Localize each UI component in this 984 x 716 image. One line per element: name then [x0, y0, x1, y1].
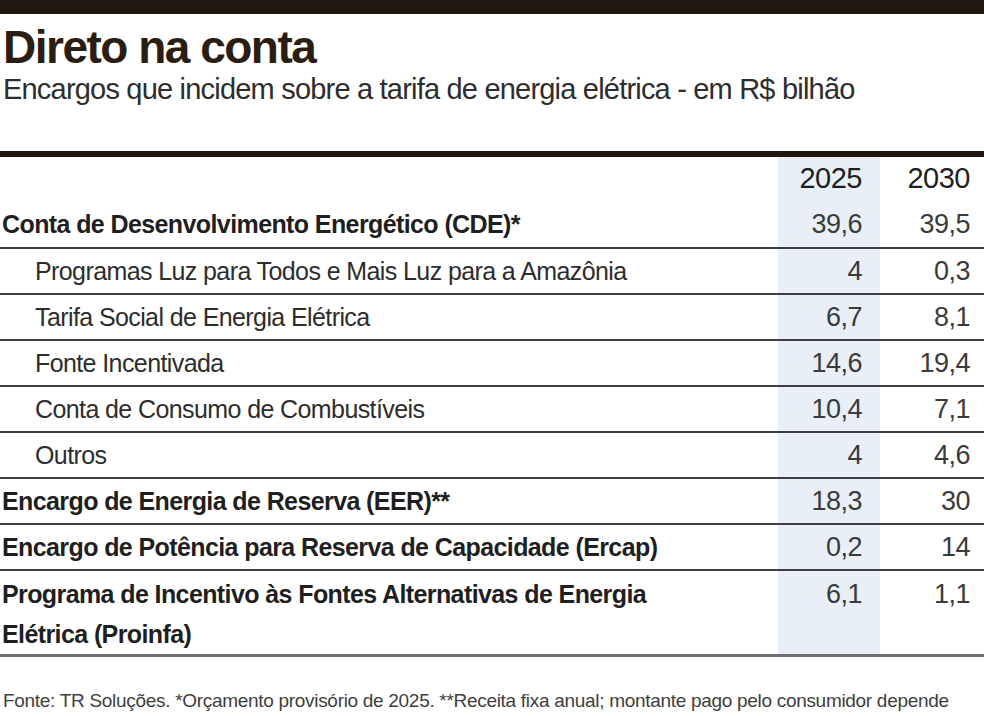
table-row: Encargo de Energia de Reserva (EER)**18,…	[0, 479, 984, 525]
row-value-2030: 7,1	[880, 387, 984, 431]
row-label: Programa de Incentivo às Fontes Alternat…	[0, 574, 778, 654]
source-note: Fonte: TR Soluções. *Orçamento provisóri…	[0, 687, 970, 716]
row-value-2030: 4,6	[880, 433, 984, 477]
table-row: Conta de Desenvolvimento Energético (CDE…	[0, 201, 984, 249]
row-value-2030: 0,3	[880, 249, 984, 293]
row-value-2030: 30	[880, 479, 984, 523]
row-value-2030: 1,1	[880, 574, 984, 614]
row-label: Fonte Incentivada	[0, 341, 778, 385]
infographic-page: Direto na conta Encargos que incidem sob…	[0, 0, 984, 716]
row-label: Conta de Consumo de Combustíveis	[0, 387, 778, 431]
table-row: Programas Luz para Todos e Mais Luz para…	[0, 249, 984, 295]
row-value-2025: 39,6	[778, 201, 880, 247]
table-header-row: 2025 2030	[0, 157, 984, 201]
row-value-2030: 39,5	[880, 201, 984, 247]
row-label: Programas Luz para Todos e Mais Luz para…	[0, 249, 778, 293]
row-value-2025: 6,1	[778, 574, 880, 614]
row-value-2025: 4	[778, 249, 880, 293]
row-value-2025: 14,6	[778, 341, 880, 385]
column-header-2030: 2030	[880, 157, 984, 199]
table-row: Conta de Consumo de Combustíveis10,47,1	[0, 387, 984, 433]
table-row: Programa de Incentivo às Fontes Alternat…	[0, 571, 984, 657]
page-title: Direto na conta	[3, 23, 980, 71]
table-row: Outros44,6	[0, 433, 984, 479]
table-row: Tarifa Social de Energia Elétrica6,78,1	[0, 295, 984, 341]
row-label: Tarifa Social de Energia Elétrica	[0, 295, 778, 339]
row-value-2025: 6,7	[778, 295, 880, 339]
header: Direto na conta Encargos que incidem sob…	[0, 14, 984, 106]
table-row: Fonte Incentivada14,619,4	[0, 341, 984, 387]
row-label: Conta de Desenvolvimento Energético (CDE…	[0, 201, 778, 247]
row-value-2025: 0,2	[778, 525, 880, 569]
page-subtitle: Encargos que incidem sobre a tarifa de e…	[3, 72, 980, 106]
table-row: Encargo de Potência para Reserva de Capa…	[0, 525, 984, 571]
row-value-2030: 19,4	[880, 341, 984, 385]
table-body: Conta de Desenvolvimento Energético (CDE…	[0, 201, 984, 657]
row-value-2025: 18,3	[778, 479, 880, 523]
row-label: Encargo de Energia de Reserva (EER)**	[0, 479, 778, 523]
row-value-2025: 4	[778, 433, 880, 477]
column-header-2025: 2025	[778, 157, 880, 199]
row-label: Encargo de Potência para Reserva de Capa…	[0, 525, 778, 569]
row-label: Outros	[0, 433, 778, 477]
top-rule	[0, 0, 984, 14]
row-value-2030: 14	[880, 525, 984, 569]
charges-table: 2025 2030 Conta de Desenvolvimento Energ…	[0, 157, 984, 657]
row-value-2030: 8,1	[880, 295, 984, 339]
row-value-2025: 10,4	[778, 387, 880, 431]
